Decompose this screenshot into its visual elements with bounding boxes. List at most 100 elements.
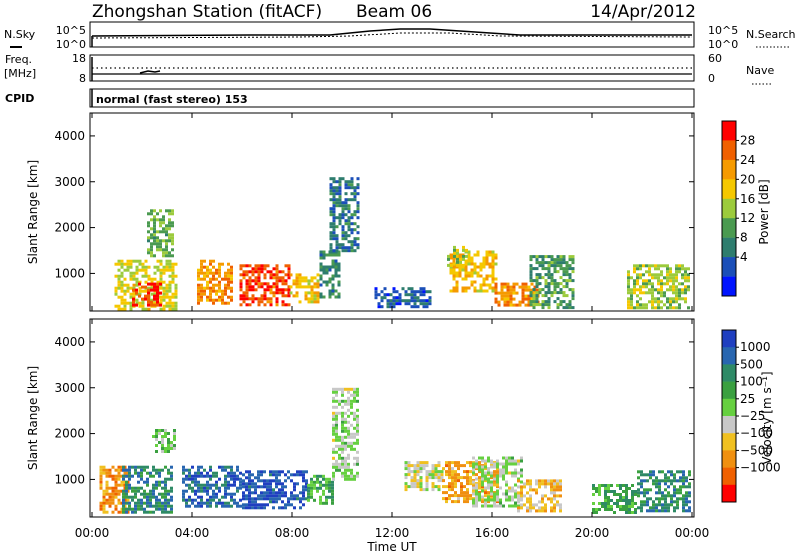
heatmap-cell <box>194 480 197 484</box>
heatmap-cell <box>464 274 468 278</box>
heatmap-cell <box>500 291 504 295</box>
heatmap-cell <box>532 255 536 259</box>
heatmap-cell <box>203 277 206 281</box>
heatmap-cell <box>212 471 215 475</box>
heatmap-cell <box>251 294 255 298</box>
heatmap-cell <box>105 492 109 496</box>
heatmap-cell <box>592 511 595 514</box>
heatmap-cell <box>625 496 628 499</box>
heatmap-cell <box>111 510 115 514</box>
heatmap-cell <box>447 257 450 261</box>
heatmap-cell <box>553 258 557 262</box>
heatmap-cell <box>422 305 426 309</box>
heatmap-cell <box>454 482 457 486</box>
heatmap-cell <box>451 494 454 498</box>
heatmap-cell <box>634 508 637 511</box>
heatmap-cell <box>158 492 161 496</box>
heatmap-cell <box>514 492 517 496</box>
heatmap-cell <box>182 495 185 499</box>
heatmap-cell <box>332 228 336 232</box>
heatmap-cell <box>338 411 341 415</box>
heatmap-cell <box>236 501 239 505</box>
heatmap-cell <box>302 479 305 483</box>
heatmap-cell <box>111 477 115 481</box>
heatmap-cell <box>678 288 681 292</box>
heatmap-cell <box>212 289 215 293</box>
heatmap-cell <box>313 297 317 301</box>
heatmap-cell <box>469 494 472 498</box>
heatmap-cell <box>506 288 510 292</box>
heatmap-cell <box>654 276 657 280</box>
heatmap-cell <box>470 280 474 284</box>
heatmap-cell <box>248 479 251 483</box>
heatmap-cell <box>162 218 165 222</box>
heatmap-cell <box>654 264 657 268</box>
heatmap-cell <box>155 498 158 502</box>
heatmap-cell <box>290 479 293 483</box>
heatmap-cell <box>319 474 322 478</box>
heatmap-cell <box>452 262 456 266</box>
heatmap-cell <box>335 204 339 208</box>
heatmap-cell <box>227 271 230 275</box>
heatmap-cell <box>434 470 438 474</box>
heatmap-cell <box>383 293 387 297</box>
heatmap-cell <box>149 501 152 505</box>
heatmap-cell <box>490 483 493 487</box>
heatmap-cell <box>633 285 636 289</box>
heatmap-cell <box>553 288 557 292</box>
scatter-patch <box>152 429 176 453</box>
heatmap-cell <box>448 470 451 474</box>
heatmap-cell <box>688 482 691 486</box>
heatmap-cell <box>165 286 169 290</box>
heatmap-cell <box>389 305 393 309</box>
heatmap-cell <box>496 483 499 487</box>
heatmap-cell <box>329 186 333 190</box>
heatmap-cell <box>505 459 508 463</box>
heatmap-cell <box>571 258 575 262</box>
heatmap-cell <box>341 237 345 241</box>
heatmap-cell <box>155 501 158 505</box>
heatmap-cell <box>649 470 652 474</box>
heatmap-cell <box>544 303 548 307</box>
heatmap-cell <box>117 262 121 266</box>
heatmap-cell <box>404 467 408 471</box>
heatmap-cell <box>152 474 155 478</box>
heatmap-cell <box>350 474 353 478</box>
heatmap-cell <box>377 293 381 297</box>
heatmap-cell <box>353 417 356 421</box>
heatmap-cell <box>140 474 143 478</box>
heatmap-cell <box>332 195 336 199</box>
heatmap-cell <box>260 506 263 510</box>
heatmap-cell <box>445 464 448 468</box>
heatmap-cell <box>209 295 212 299</box>
heatmap-cell <box>356 441 359 445</box>
heatmap-cell <box>630 276 633 280</box>
y-tick-label: 4000 <box>54 335 85 349</box>
heatmap-cell <box>269 485 272 489</box>
heatmap-cell <box>341 417 344 421</box>
heatmap-cell <box>687 276 690 280</box>
heatmap-cell <box>658 485 661 489</box>
heatmap-cell <box>598 508 601 511</box>
heatmap-cell <box>159 248 162 252</box>
heatmap-cell <box>319 274 323 278</box>
heatmap-cell <box>152 504 155 508</box>
heatmap-cell <box>332 222 336 226</box>
heatmap-cell <box>155 429 158 432</box>
heatmap-cell <box>377 302 381 306</box>
heatmap-cell <box>601 505 604 508</box>
heatmap-cell <box>657 306 660 310</box>
heatmap-cell <box>413 290 417 294</box>
heatmap-cell <box>341 390 344 394</box>
heatmap-cell <box>134 492 137 496</box>
heatmap-cell <box>670 470 673 474</box>
heatmap-cell <box>494 300 498 304</box>
heatmap-cell <box>627 291 630 295</box>
scatter-patch <box>529 255 575 310</box>
heatmap-cell <box>170 489 173 493</box>
power-heatmap <box>114 177 690 311</box>
heatmap-cell <box>182 471 185 475</box>
heatmap-cell <box>664 479 667 483</box>
heatmap-cell <box>338 222 342 226</box>
heatmap-cell <box>356 201 360 205</box>
